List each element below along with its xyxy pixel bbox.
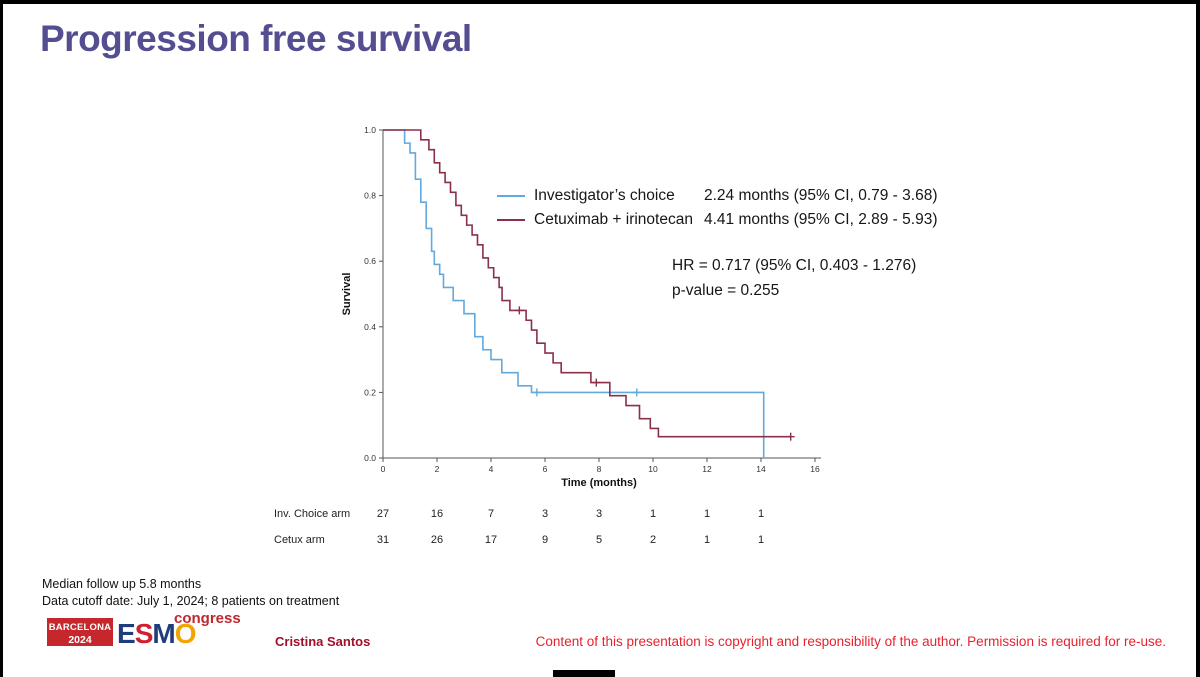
right-border — [1196, 0, 1200, 677]
risk-count: 1 — [758, 508, 764, 520]
risk-count: 17 — [485, 534, 497, 546]
risk-count: 31 — [377, 534, 389, 546]
y-tick-label: 0.0 — [364, 453, 376, 463]
risk-row-label: Inv. Choice arm — [274, 508, 350, 520]
chart-legend: Investigator’s choice 2.24 months (95% C… — [497, 184, 937, 232]
esmo-letter: S — [134, 618, 154, 649]
badge-city: BARCELONA — [48, 622, 112, 633]
km-curve-cetux — [383, 129, 791, 438]
footer-notes: Median follow up 5.8 months Data cutoff … — [42, 576, 339, 610]
congress-label: congress — [174, 610, 241, 627]
x-tick-label: 10 — [648, 464, 658, 474]
risk-count: 7 — [488, 508, 494, 520]
risk-count: 26 — [431, 534, 443, 546]
legend-swatch-maroon — [497, 219, 525, 221]
x-tick-label: 6 — [543, 464, 548, 474]
y-axis-title: Survival — [341, 273, 353, 316]
legend-swatch-blue — [497, 195, 525, 197]
esmo-letter: E — [117, 618, 136, 649]
barcelona-2024-badge: BARCELONA 2024 — [47, 618, 113, 646]
x-tick-label: 12 — [702, 464, 712, 474]
risk-count: 9 — [542, 534, 548, 546]
km-chart: 0.0 0.2 0.4 0.6 0.8 1.0 0 2 4 6 8 10 12 14 16 Time (mon… — [260, 113, 860, 568]
risk-count: 27 — [377, 508, 389, 520]
page-title: Progression free survival — [40, 18, 472, 59]
risk-count: 3 — [542, 508, 548, 520]
legend-median-value: 4.41 months (95% CI, 2.89 - 5.93) — [704, 211, 938, 228]
risk-count: 1 — [758, 534, 764, 546]
x-tick-label: 4 — [489, 464, 494, 474]
esmo-congress-logo: ESMO congress — [117, 610, 241, 650]
legend-row-investigators-choice: Investigator’s choice 2.24 months (95% C… — [497, 184, 937, 208]
risk-count: 3 — [596, 508, 602, 520]
median-followup-note: Median follow up 5.8 months — [42, 577, 202, 591]
km-curve-inv-choice — [383, 129, 765, 458]
x-tick-label: 14 — [756, 464, 766, 474]
y-tick-label: 1.0 — [364, 125, 376, 135]
x-tick-label: 16 — [810, 464, 820, 474]
risk-count: 1 — [704, 534, 710, 546]
legend-label: Investigator’s choice — [534, 187, 675, 204]
risk-row-label: Cetux arm — [274, 534, 325, 546]
p-value-text: p-value = 0.255 — [672, 282, 780, 299]
bottom-video-bar — [553, 670, 615, 677]
author-name: Cristina Santos — [275, 634, 371, 649]
y-tick-label: 0.2 — [364, 387, 376, 397]
copyright-notice: Content of this presentation is copyrigh… — [535, 634, 1166, 649]
risk-count: 16 — [431, 508, 443, 520]
left-border — [0, 0, 3, 677]
esmo-letter: M — [152, 618, 175, 649]
top-border — [0, 0, 1200, 4]
y-tick-label: 0.6 — [364, 256, 376, 266]
badge-year: 2024 — [68, 634, 92, 646]
hazard-ratio-text: HR = 0.717 (95% CI, 0.403 - 1.276) — [672, 257, 917, 274]
x-tick-label: 2 — [435, 464, 440, 474]
x-tick-label: 8 — [597, 464, 602, 474]
legend-label: Cetuximab + irinotecan — [534, 211, 693, 228]
data-cutoff-note: Data cutoff date: July 1, 2024; 8 patien… — [42, 594, 340, 608]
risk-count: 2 — [650, 534, 656, 546]
risk-count: 5 — [596, 534, 602, 546]
legend-median-value: 2.24 months (95% CI, 0.79 - 3.68) — [704, 187, 938, 204]
x-axis-title: Time (months) — [561, 477, 637, 489]
y-tick-label: 0.8 — [364, 191, 376, 201]
legend-row-cetuximab-irinotecan: Cetuximab + irinotecan 4.41 months (95% … — [497, 208, 937, 232]
x-tick-label: 0 — [381, 464, 386, 474]
risk-count: 1 — [704, 508, 710, 520]
esmo-letter: O — [174, 618, 197, 649]
y-tick-label: 0.4 — [364, 322, 376, 332]
hr-stats-block: HR = 0.717 (95% CI, 0.403 - 1.276) p-val… — [672, 253, 916, 303]
risk-count: 1 — [650, 508, 656, 520]
